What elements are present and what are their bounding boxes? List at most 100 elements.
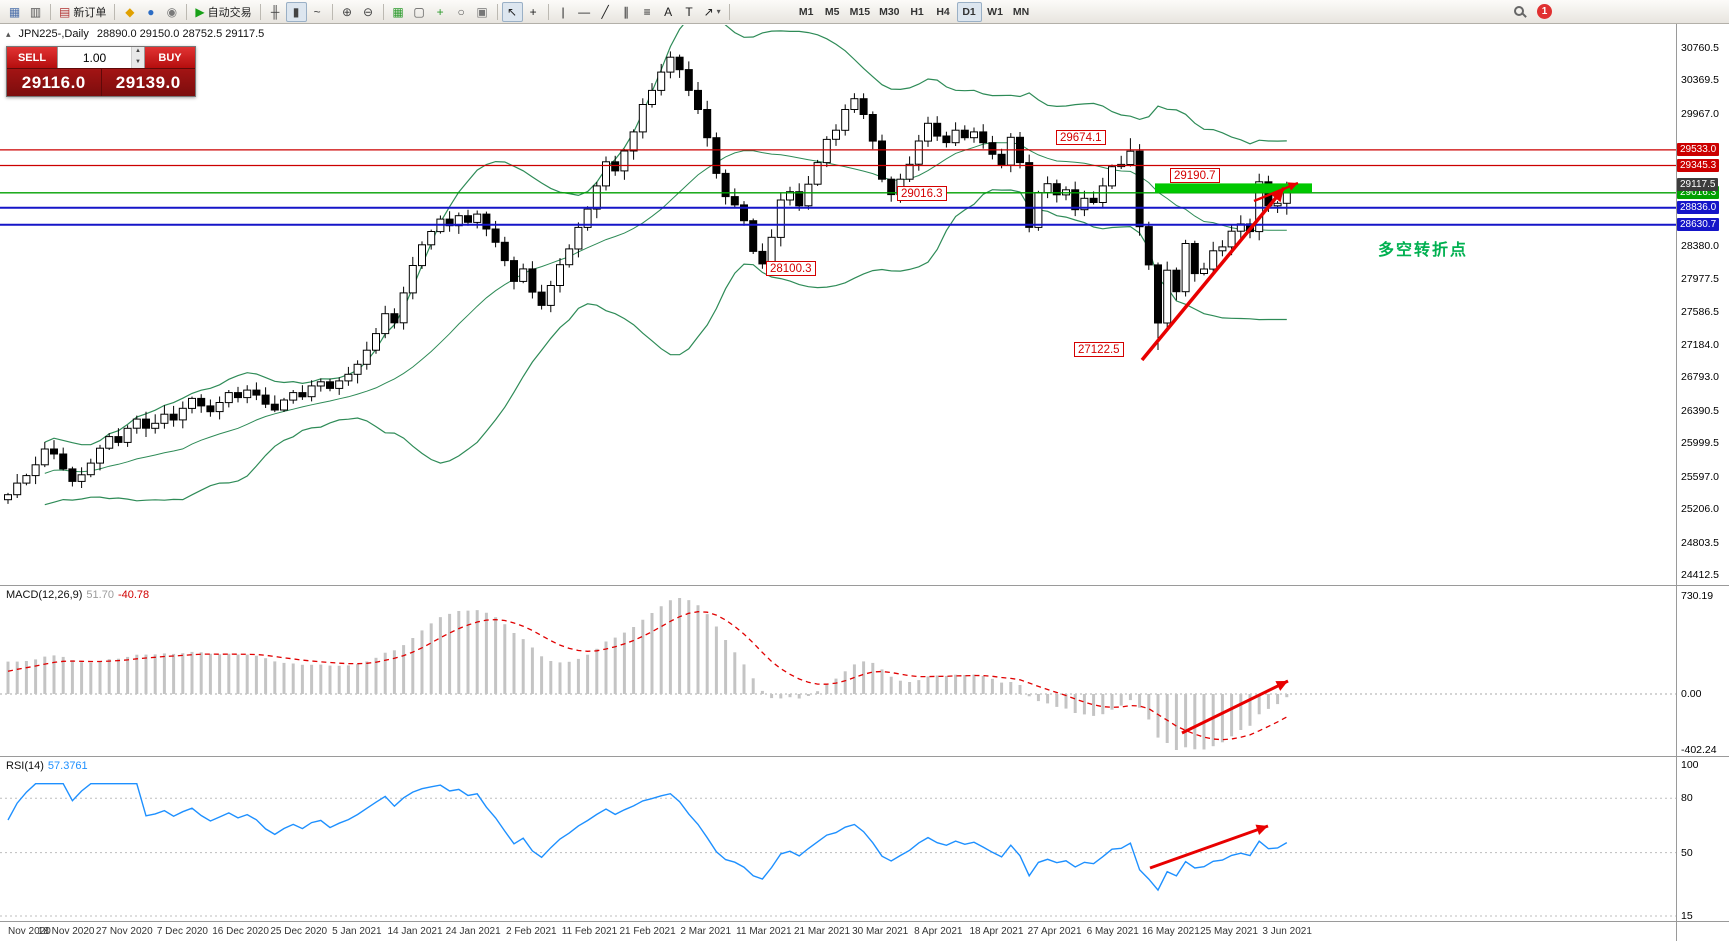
trade-panel-top-row: SELL ▲ ▼ BUY xyxy=(7,47,195,68)
rsi-name: RSI(14) xyxy=(6,760,44,772)
text-tool-glyph: A xyxy=(664,4,673,19)
charts-window-icon-glyph: ▦ xyxy=(8,4,21,19)
rsi-value: 57.3761 xyxy=(47,760,88,772)
magnifier-icon xyxy=(1514,6,1524,16)
timeframe-h1[interactable]: H1 xyxy=(905,2,930,22)
trade-panel-prices: 29116.0 29139.0 xyxy=(7,68,195,96)
lot-increase-icon[interactable]: ▲ xyxy=(131,47,144,58)
toolbar-separator xyxy=(114,3,116,20)
zoom-out-icon[interactable]: ⊖ xyxy=(358,2,379,22)
macd-signal-value: -40.78 xyxy=(117,589,150,601)
timeframe-m30[interactable]: M30 xyxy=(875,2,903,22)
trendline-tool[interactable]: ╱ xyxy=(595,2,616,22)
timeframe-m5[interactable]: M5 xyxy=(820,2,845,22)
symbol-name: JPN225-,Daily xyxy=(18,28,89,40)
chart-profile-icon[interactable]: ▥ xyxy=(25,2,46,22)
toolbar-separator xyxy=(186,3,188,20)
toolbar-separator xyxy=(331,3,333,20)
ohlc-values: 28890.0 29150.0 28752.5 29117.5 xyxy=(96,28,265,40)
arrows-tool[interactable]: ↗ ▾ xyxy=(700,2,725,22)
templates-icon[interactable]: ▣ xyxy=(472,2,493,22)
channel-tool-glyph: ∥ xyxy=(623,4,630,19)
timeframe-h4[interactable]: H4 xyxy=(931,2,956,22)
chart-note-text[interactable]: 多空转折点 xyxy=(1378,242,1469,259)
templates-icon-glyph: ▣ xyxy=(476,4,488,19)
rsi-panel-layer xyxy=(0,783,1676,917)
data-window-icon[interactable]: ● xyxy=(140,2,161,22)
text-label-tool[interactable]: T xyxy=(679,2,700,22)
toolbar-separator xyxy=(382,3,384,20)
tile-windows-icon-glyph: ▦ xyxy=(392,4,404,19)
fibonacci-tool[interactable]: ≡ xyxy=(637,2,658,22)
toolbar-separator xyxy=(50,3,51,20)
rsi-line xyxy=(7,783,1288,892)
rsi-trend-arrow[interactable] xyxy=(1149,824,1269,870)
navigator-icon[interactable]: ◉ xyxy=(161,2,182,22)
cascade-windows-icon[interactable]: ▢ xyxy=(409,2,430,22)
macd-main-value: 51.70 xyxy=(86,589,114,601)
candlestick-chart-icon[interactable]: ▮ xyxy=(285,1,307,22)
add-indicator-icon-glyph: + xyxy=(436,4,444,19)
toolbar-separator xyxy=(728,3,730,20)
price-divider xyxy=(100,69,102,96)
lot-spinner: ▲ ▼ xyxy=(131,47,144,68)
toolbar-separator xyxy=(496,3,498,20)
timeframe-m15[interactable]: M15 xyxy=(846,2,874,22)
main-chart-layer xyxy=(4,25,1291,506)
lot-decrease-icon[interactable]: ▼ xyxy=(131,57,144,68)
add-indicator-icon[interactable]: + xyxy=(430,2,451,22)
navigator-icon-glyph: ◉ xyxy=(166,4,178,19)
text-tool[interactable]: A xyxy=(658,2,679,22)
one-click-trading-panel: SELL ▲ ▼ BUY 29116.0 29139.0 xyxy=(6,46,196,97)
sell-button[interactable]: SELL xyxy=(7,47,57,68)
zoom-in-icon[interactable]: ⊕ xyxy=(337,2,358,22)
period-icon-glyph: ○ xyxy=(457,4,465,19)
tile-windows-icon[interactable]: ▦ xyxy=(388,2,409,22)
bar-chart-icon[interactable]: ╫ xyxy=(265,2,286,22)
candlestick-chart-icon-glyph: ▮ xyxy=(292,4,300,19)
cascade-windows-icon-glyph: ▢ xyxy=(413,4,425,19)
search-icon[interactable] xyxy=(1514,6,1524,16)
line-chart-icon-glyph: ~ xyxy=(313,4,321,19)
macd-signal-line xyxy=(7,611,1288,741)
data-window-icon-glyph: ● xyxy=(147,4,155,19)
timeframe-mn[interactable]: MN xyxy=(1009,2,1034,22)
candles xyxy=(4,51,1291,504)
bollinger-upper-band xyxy=(44,25,1287,446)
timeframe-d1[interactable]: D1 xyxy=(956,1,982,22)
highlight-zone[interactable] xyxy=(1155,183,1312,193)
vertical-line-tool[interactable]: | xyxy=(553,2,574,22)
autotrading-button[interactable]: ▶ 自动交易 xyxy=(191,2,255,22)
charts-window-icon[interactable]: ▦ xyxy=(4,2,25,22)
sell-price-button[interactable]: 29116.0 xyxy=(21,72,86,92)
horizontal-line-tool-glyph: — xyxy=(578,4,591,19)
one-click-toggle-icon[interactable]: ▴ xyxy=(6,28,11,39)
trend-arrow-main[interactable] xyxy=(1140,186,1286,362)
notification-badge[interactable]: 1 xyxy=(1537,4,1552,19)
chart-symbol-line: ▴ JPN225-,Daily 28890.0 29150.0 28752.5 … xyxy=(6,28,264,40)
trendline-tool-glyph: ╱ xyxy=(601,4,609,19)
breakout-arrow[interactable] xyxy=(1253,181,1299,203)
market-watch-icon[interactable]: ◆ xyxy=(119,2,140,22)
macd-indicator-label: MACD(12,26,9) 51.70 -40.78 xyxy=(6,589,149,601)
fibonacci-tool-glyph: ≡ xyxy=(643,4,651,19)
period-icon[interactable]: ○ xyxy=(451,2,472,22)
dropdown-arrow-icon: ▾ xyxy=(716,7,721,16)
line-chart-icon[interactable]: ~ xyxy=(307,2,328,22)
vertical-line-tool-glyph: | xyxy=(561,4,565,19)
timeframe-m1[interactable]: M1 xyxy=(794,2,819,22)
channel-tool[interactable]: ∥ xyxy=(616,2,637,22)
bollinger-middle-band xyxy=(44,142,1287,474)
macd-trend-arrow[interactable] xyxy=(1181,679,1289,735)
timeframe-group: M1 M5 M15 M30 H1 H4 D1 W1 MN xyxy=(794,1,1034,22)
buy-price-button[interactable]: 29139.0 xyxy=(115,72,181,92)
new-order-button[interactable]: ▤ 新订单 xyxy=(55,2,110,22)
cursor-tool[interactable]: ↖ xyxy=(501,1,523,22)
macd-histogram xyxy=(6,598,1289,750)
timeframe-w1[interactable]: W1 xyxy=(983,2,1008,22)
buy-button[interactable]: BUY xyxy=(145,47,195,68)
lot-size-input[interactable] xyxy=(58,47,131,68)
crosshair-tool[interactable]: + xyxy=(523,2,544,22)
horizontal-line-tool[interactable]: — xyxy=(574,2,595,22)
